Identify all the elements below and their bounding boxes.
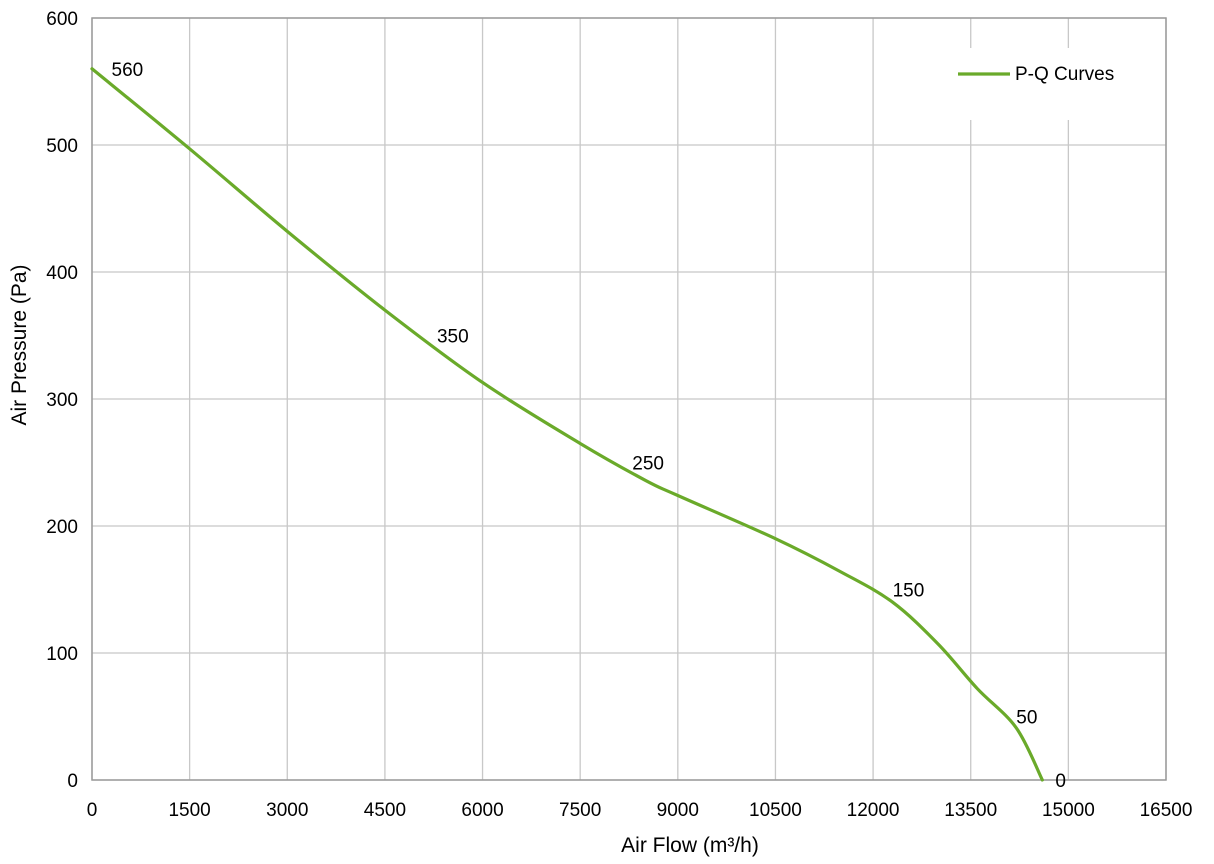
y-tick-label: 300	[46, 390, 78, 411]
data-label: 0	[1055, 771, 1066, 792]
y-tick-label: 600	[46, 9, 78, 30]
y-tick-label: 200	[46, 517, 78, 538]
y-tick-label: 400	[46, 263, 78, 284]
data-label: 560	[112, 60, 144, 81]
y-tick-label: 500	[46, 136, 78, 157]
grid	[91, 17, 1167, 781]
x-tick-label: 9000	[657, 800, 699, 821]
legend-entry: P-Q Curves	[1015, 64, 1114, 85]
x-tick-label: 0	[87, 800, 98, 821]
legend-background	[940, 48, 1150, 120]
x-axis-ticks: 0 1500 3000 4500 6000 7500 9000 10500 12000 13500…	[87, 800, 1193, 821]
series-layer	[90, 67, 1044, 782]
y-tick-label: 100	[46, 644, 78, 665]
x-tick-label: 15000	[1042, 800, 1095, 821]
x-tick-label: 12000	[847, 800, 900, 821]
data-label: 350	[437, 327, 469, 348]
data-label: 50	[1016, 708, 1037, 729]
x-tick-label: 7500	[559, 800, 601, 821]
data-label: 250	[632, 454, 664, 475]
x-tick-label: 13500	[944, 800, 997, 821]
y-tick-label: 0	[67, 771, 78, 792]
x-tick-label: 3000	[266, 800, 308, 821]
x-axis-label: Air Flow (m³/h)	[621, 834, 759, 857]
x-tick-label: 16500	[1140, 800, 1193, 821]
x-tick-label: 6000	[461, 800, 503, 821]
x-tick-label: 1500	[168, 800, 210, 821]
plot-frame	[91, 17, 1167, 781]
y-axis-label: Air Pressure (Pa)	[8, 264, 31, 425]
y-axis-ticks: 0 100 200 300 400 500 600	[46, 9, 78, 792]
series-line-0	[90, 67, 1044, 782]
x-tick-label: 10500	[749, 800, 802, 821]
legend: P-Q Curves	[940, 48, 1150, 120]
data-label: 150	[893, 581, 925, 602]
data-labels: 560 350 250 150 50 0	[112, 60, 1066, 792]
x-tick-label: 4500	[364, 800, 406, 821]
